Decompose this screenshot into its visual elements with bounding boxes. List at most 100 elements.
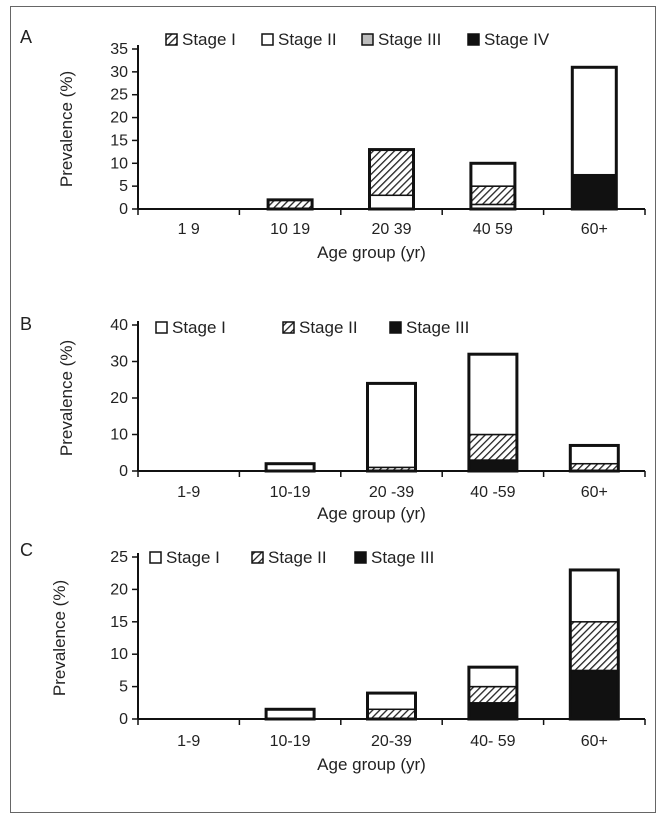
legend-label-stage-i: Stage I bbox=[172, 318, 226, 337]
y-tick-label: 15 bbox=[110, 614, 128, 631]
x-axis-label: Age group (yr) bbox=[317, 243, 426, 262]
bar-segment-stage-ii bbox=[470, 162, 516, 187]
y-tick-label: 0 bbox=[119, 201, 128, 218]
legend-label-stage-ii: Stage II bbox=[268, 548, 327, 567]
legend-swatch-stage-i bbox=[149, 551, 162, 564]
y-tick-label: 20 bbox=[110, 581, 128, 598]
y-tick-label: 0 bbox=[119, 711, 128, 728]
y-tick-label: 10 bbox=[110, 155, 128, 172]
bar-outline bbox=[264, 707, 316, 721]
bar-segment-stage-i bbox=[468, 666, 518, 688]
x-tick-label: 1-9 bbox=[177, 484, 200, 501]
legend-swatch-stage-iii bbox=[389, 321, 402, 334]
chart-panel-a: A 0 5 10 15 20 25 30 35 1 9 10 19 20 39 40 59 60+ Age … bbox=[20, 27, 646, 262]
bar-segment-stage-i bbox=[468, 353, 518, 436]
y-tick-label: 35 bbox=[110, 41, 128, 58]
x-axis-label: Age group (yr) bbox=[317, 755, 426, 774]
x-tick-label: 10 19 bbox=[270, 221, 310, 238]
legend-label-stage-iv: Stage IV bbox=[484, 30, 550, 49]
bar-segment-stage-ii bbox=[368, 194, 415, 210]
legend-label-stage-ii: Stage II bbox=[299, 318, 358, 337]
x-tick-label: 1 9 bbox=[178, 221, 200, 238]
bar-outline bbox=[467, 665, 519, 721]
y-tick-label: 40 bbox=[110, 317, 128, 334]
legend-swatch-stage-iv bbox=[467, 33, 480, 46]
x-tick-label: 60+ bbox=[581, 484, 608, 501]
bar-segment-stage-iii bbox=[468, 702, 518, 720]
x-tick-label: 40- 59 bbox=[470, 733, 515, 750]
panel-letter: C bbox=[20, 540, 33, 560]
figure-border bbox=[10, 6, 656, 813]
bar-segment-stage-ii bbox=[569, 621, 620, 672]
legend-swatch-stage-iii bbox=[361, 33, 374, 46]
x-axis-label: Age group (yr) bbox=[317, 504, 426, 523]
y-tick-label: 5 bbox=[119, 679, 128, 696]
panel-letter: B bbox=[20, 314, 32, 334]
y-tick-label: 30 bbox=[110, 354, 128, 371]
x-tick-label: 60+ bbox=[581, 221, 608, 238]
x-tick-label: 40 59 bbox=[473, 221, 513, 238]
x-tick-label: 20 -39 bbox=[369, 484, 414, 501]
legend-swatch-stage-iii bbox=[354, 551, 367, 564]
legend-swatch-stage-i bbox=[165, 33, 178, 46]
x-tick-label: 40 -59 bbox=[470, 484, 515, 501]
legend-label-stage-i: Stage I bbox=[182, 30, 236, 49]
bar-segment-stage-ii bbox=[468, 433, 518, 461]
y-axis-label: Prevalence (%) bbox=[57, 340, 76, 456]
legend-swatch-stage-ii bbox=[282, 321, 295, 334]
bar-outline bbox=[570, 65, 618, 211]
bar-segment-stage-ii bbox=[571, 66, 618, 176]
x-tick-label: 20-39 bbox=[371, 733, 412, 750]
panel-letter: A bbox=[20, 27, 32, 47]
bar-segment-stage-iii bbox=[468, 459, 518, 472]
x-tick-label: 10-19 bbox=[270, 484, 311, 501]
legend-label-stage-iii: Stage III bbox=[371, 548, 434, 567]
x-tick-label: 60+ bbox=[581, 733, 608, 750]
bar-segment-stage-iii bbox=[569, 669, 620, 720]
y-tick-label: 20 bbox=[110, 110, 128, 127]
y-tick-label: 30 bbox=[110, 64, 128, 81]
bar-segment-stage-i bbox=[368, 148, 415, 197]
y-tick-label: 10 bbox=[110, 427, 128, 444]
bar-outline bbox=[366, 381, 417, 473]
panels: A 0 5 10 15 20 25 30 35 1 9 10 19 20 39 40 59 60+ Age … bbox=[20, 27, 646, 774]
legend-label-stage-iii: Stage III bbox=[406, 318, 469, 337]
y-tick-label: 15 bbox=[110, 132, 128, 149]
chart-panel-c: C 0 5 10 15 20 25 1-9 10-19 20-39 40- 59 60+ Age gro… bbox=[20, 540, 646, 774]
bar-segment-stage-i bbox=[470, 185, 516, 206]
y-tick-label: 25 bbox=[110, 87, 128, 104]
bar-outline bbox=[264, 462, 316, 473]
legend-label-stage-i: Stage I bbox=[166, 548, 220, 567]
x-tick-label: 20 39 bbox=[371, 221, 411, 238]
bar-segment-stage-iv bbox=[571, 173, 618, 210]
bar-segment-stage-i bbox=[366, 692, 417, 711]
bar-outline bbox=[568, 443, 620, 473]
bar-outline bbox=[568, 568, 620, 721]
y-tick-label: 10 bbox=[110, 646, 128, 663]
legend-swatch-stage-ii bbox=[251, 551, 264, 564]
chart-panel-b: B 0 10 20 30 40 1-9 10-19 20 -39 40 -59 60+ Age gro… bbox=[20, 314, 646, 523]
legend-label-stage-iii: Stage III bbox=[378, 30, 441, 49]
y-axis-label: Prevalence (%) bbox=[57, 71, 76, 187]
legend-swatch-stage-i bbox=[155, 321, 168, 334]
legend-swatch-stage-ii bbox=[261, 33, 274, 46]
bar-segment-stage-i bbox=[569, 569, 620, 623]
bar-outline bbox=[368, 148, 415, 211]
bar-segment-stage-ii bbox=[468, 685, 518, 704]
y-tick-label: 20 bbox=[110, 390, 128, 407]
y-axis-label: Prevalence (%) bbox=[50, 580, 69, 696]
bar-outline bbox=[266, 198, 314, 211]
bar-outline bbox=[467, 352, 519, 473]
bar-outline bbox=[469, 161, 517, 211]
legend-label-stage-ii: Stage II bbox=[278, 30, 337, 49]
bar-segment-stage-i bbox=[366, 382, 417, 469]
bar-segment-stage-i bbox=[569, 444, 620, 465]
y-tick-label: 5 bbox=[119, 178, 128, 195]
y-tick-label: 0 bbox=[119, 463, 128, 480]
x-tick-label: 10-19 bbox=[270, 733, 311, 750]
y-tick-label: 25 bbox=[110, 549, 128, 566]
x-tick-label: 1-9 bbox=[177, 733, 200, 750]
bar-outline bbox=[366, 691, 417, 721]
